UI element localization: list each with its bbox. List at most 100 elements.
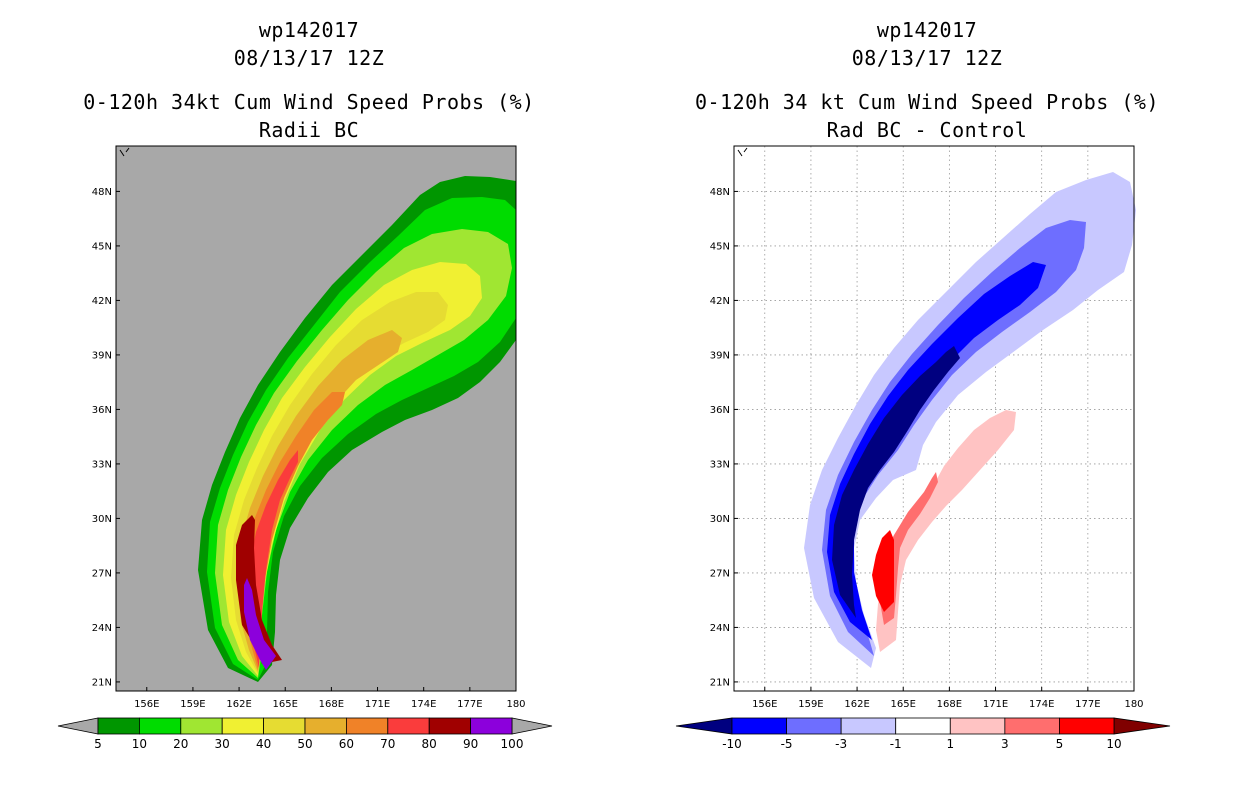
right-colorbar: -10 -5 -3 -1 1 3 5 10: [675, 717, 1171, 751]
storm-id-title: wp142017: [876, 18, 978, 42]
x-tick-label: 171E: [365, 699, 390, 710]
colorbar-label: -10: [722, 737, 742, 751]
x-tick-label: 159E: [180, 699, 205, 710]
coastline-mark: [119, 147, 130, 157]
y-tick-label: 36N: [710, 405, 730, 416]
y-tick-label: 30N: [92, 514, 112, 525]
y-tick-label: 42N: [92, 296, 112, 307]
x-tick-label: 174E: [1029, 699, 1054, 710]
contour-90: [244, 578, 276, 670]
x-tick-label: 165E: [273, 699, 298, 710]
chart-subtitle: Rad BC - Control: [826, 118, 1028, 142]
x-tick-label: 159E: [798, 699, 823, 710]
colorbar-box: [180, 717, 223, 735]
y-tick-label: 39N: [710, 350, 730, 361]
colorbar-box: [221, 717, 264, 735]
colorbar-label: 30: [215, 737, 230, 751]
colorbar-box: [138, 717, 182, 735]
y-tick-label: 48N: [92, 187, 112, 198]
x-tick-label: 156E: [752, 699, 777, 710]
date-title: 08/13/17 12Z: [233, 46, 385, 70]
colorbar-label: -1: [890, 737, 902, 751]
x-tick-label: 165E: [891, 699, 916, 710]
y-tick-label: 48N: [710, 187, 730, 198]
colorbar-box: [731, 717, 787, 735]
right-map: 156E 159E 162E 165E 168E 171E 174E 177E 180 21N 24…: [675, 145, 1171, 751]
contour-plus-5: [872, 530, 894, 612]
colorbar-box: [786, 717, 842, 735]
left-map: 156E 159E 162E 165E 168E 171E 174E 177E 180 21N 24…: [57, 145, 553, 751]
colorbar-box: [470, 717, 513, 735]
y-tick-label: 45N: [92, 241, 112, 252]
difference-contours: [804, 172, 1136, 668]
colorbar-label: 100: [501, 737, 524, 751]
colorbar-label: 10: [1106, 737, 1121, 751]
colorbar-label: -3: [835, 737, 847, 751]
y-tick-label: 21N: [92, 677, 112, 688]
chart-subtitle: Radii BC: [258, 118, 360, 142]
y-tick-label: 30N: [710, 514, 730, 525]
colorbar-box: [1004, 717, 1060, 735]
contour-20: [215, 229, 512, 678]
left-axes: 156E 159E 162E 165E 168E 171E 174E 177E 180 21N 24…: [92, 187, 526, 710]
y-tick-label: 33N: [92, 459, 112, 470]
colorbar-label: 40: [256, 737, 271, 751]
contour-minus-10: [832, 346, 960, 618]
left-chart-panel: wp142017 08/13/17 12Z 0-120h 34kt Cum Wi…: [57, 18, 553, 751]
x-tick-label: 177E: [1075, 699, 1100, 710]
coastline-mark: [737, 147, 748, 157]
contour-plus-3: [880, 472, 938, 625]
colorbar-label: 90: [463, 737, 478, 751]
colorbar-box: [428, 717, 472, 735]
date-title: 08/13/17 12Z: [851, 46, 1003, 70]
colorbar-label: 70: [380, 737, 395, 751]
y-tick-label: 24N: [710, 623, 730, 634]
x-tick-label: 171E: [983, 699, 1008, 710]
colorbar-high-triangle: [1113, 717, 1171, 735]
colorbar-label: 80: [422, 737, 437, 751]
colorbar-label: 5: [1056, 737, 1064, 751]
colorbar-label: 5: [94, 737, 102, 751]
colorbar-box: [1059, 717, 1115, 735]
x-tick-label: 180: [506, 699, 525, 710]
map-frame: [733, 145, 1135, 692]
colorbar-box: [895, 717, 951, 735]
y-tick-label: 42N: [710, 296, 730, 307]
y-tick-label: 24N: [92, 623, 112, 634]
colorbar-box: [387, 717, 430, 735]
y-tick-label: 27N: [710, 568, 730, 579]
colorbar-label: 20: [173, 737, 188, 751]
chart-title: 0-120h 34 kt Cum Wind Speed Probs (%): [694, 90, 1160, 114]
map-frame: [115, 145, 517, 692]
colorbar-box: [840, 717, 897, 735]
y-tick-label: 39N: [92, 350, 112, 361]
colorbar-box: [304, 717, 347, 735]
x-tick-label: 174E: [411, 699, 436, 710]
x-tick-label: 168E: [937, 699, 962, 710]
colorbar-box: [263, 717, 306, 735]
x-tick-label: 162E: [226, 699, 251, 710]
colorbar-low-triangle: [675, 717, 733, 735]
x-tick-label: 156E: [134, 699, 159, 710]
colorbar-label: 1: [946, 737, 954, 751]
colorbar-label: 50: [297, 737, 312, 751]
y-tick-label: 21N: [710, 677, 730, 688]
colorbar-box: [345, 717, 389, 735]
y-tick-label: 27N: [92, 568, 112, 579]
colorbar-label: -5: [781, 737, 793, 751]
colorbar-box: [97, 717, 140, 735]
contour-minus-1: [804, 172, 1136, 668]
right-axes: 156E 159E 162E 165E 168E 171E 174E 177E 180 21N 24…: [710, 187, 1144, 710]
chart-title: 0-120h 34kt Cum Wind Speed Probs (%): [83, 90, 535, 114]
colorbar-high-triangle: [511, 717, 553, 735]
colorbar-label: 60: [339, 737, 354, 751]
y-tick-label: 45N: [710, 241, 730, 252]
y-tick-label: 33N: [710, 459, 730, 470]
colorbar-label: 10: [132, 737, 147, 751]
x-tick-label: 168E: [319, 699, 344, 710]
left-colorbar: 5 10 20 30 40 50 60 70 80 90 100: [57, 717, 553, 751]
colorbar-low-triangle: [57, 717, 99, 735]
x-tick-label: 162E: [844, 699, 869, 710]
colorbar-box: [949, 717, 1006, 735]
colorbar-label: 3: [1001, 737, 1009, 751]
